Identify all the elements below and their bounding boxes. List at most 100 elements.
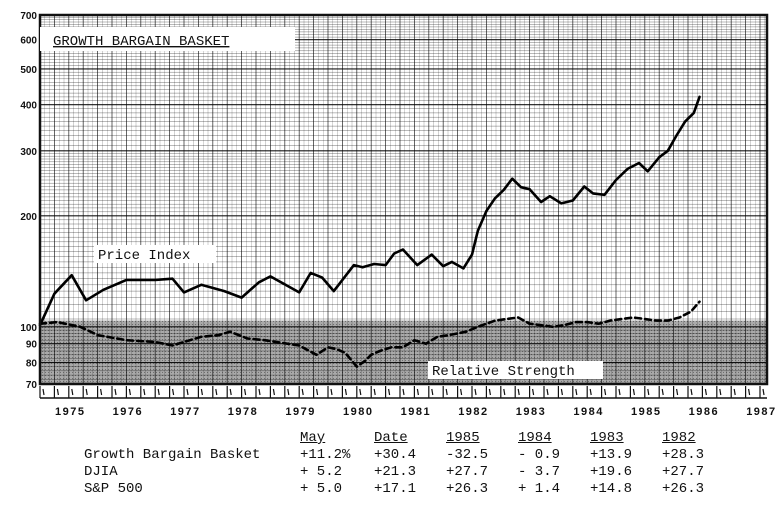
price-index-line (38, 95, 701, 327)
grid (39, 14, 767, 384)
x-tick-glyph (546, 388, 549, 396)
y-tick-label: 400 (20, 101, 37, 112)
x-tick-glyph (503, 388, 506, 396)
x-tick-glyph (445, 388, 448, 396)
table-cell: + 5.0 (300, 481, 343, 497)
header-blank (84, 430, 300, 447)
x-tick-glyph (172, 388, 175, 396)
col-header: 1985 (446, 430, 480, 446)
table-cell: - 0.9 (518, 447, 561, 463)
table-cell: +30.4 (374, 447, 417, 463)
x-tick-glyph (100, 388, 103, 396)
x-tick-label: 1987 (746, 406, 776, 418)
row-label: Growth Bargain Basket (84, 447, 261, 463)
x-tick-glyph (474, 388, 477, 396)
x-tick-glyph (762, 388, 765, 396)
x-tick-glyph (373, 388, 376, 396)
x-tick-glyph (157, 388, 160, 396)
x-tick-glyph (42, 388, 45, 396)
x-tick-glyph (647, 388, 650, 396)
y-tick-label: 600 (20, 36, 37, 47)
col-header: 1984 (518, 430, 552, 446)
x-tick-glyph (748, 388, 751, 396)
relative-strength-line (38, 300, 701, 369)
x-tick-glyph (287, 388, 290, 396)
x-tick-glyph (532, 388, 535, 396)
table-cell: +21.3 (374, 464, 417, 480)
x-tick-glyph (604, 388, 607, 396)
table-cell: +27.7 (446, 464, 489, 480)
x-tick-label: 1979 (285, 406, 315, 418)
x-tick-glyph (143, 388, 146, 396)
table-cell: + 5.2 (300, 464, 343, 480)
relative-strength-label: Relative Strength (428, 361, 603, 380)
x-tick-label: 1986 (689, 406, 719, 418)
x-tick-glyph (733, 388, 736, 396)
x-tick-glyph (719, 388, 722, 396)
x-tick-glyph (330, 388, 333, 396)
chart-title: GROWTH BARGAIN BASKET (40, 27, 295, 51)
y-tick-label: 300 (20, 147, 37, 158)
table-cell: +13.9 (590, 447, 633, 463)
x-tick-label: 1981 (401, 406, 431, 418)
table-cell: +19.6 (590, 464, 633, 480)
x-tick-glyph (244, 388, 247, 396)
x-tick-glyph (632, 388, 635, 396)
col-header: May (300, 430, 326, 446)
x-tick-glyph (676, 388, 679, 396)
table-row: S&P 500 + 5.0 +17.1 +26.3 + 1.4 +14.8 +2… (84, 481, 734, 498)
table-cell: +11.2% (300, 447, 351, 463)
table-cell: -32.5 (446, 447, 489, 463)
svg-text:Relative Strength: Relative Strength (432, 364, 575, 380)
x-tick-glyph (661, 388, 664, 396)
y-tick-label: 90 (26, 340, 38, 351)
table-cell: +26.3 (662, 481, 705, 497)
svg-text:GROWTH BARGAIN BASKET: GROWTH BARGAIN BASKET (53, 34, 229, 50)
svg-text:Price Index: Price Index (98, 248, 190, 264)
x-tick-glyph (589, 388, 592, 396)
table-cell: +26.3 (446, 481, 489, 497)
chart: 70 80 90 100 200 300 400 500 600 700 1975 1976 1977… (20, 11, 776, 418)
lower-shaded-band (40, 320, 767, 384)
y-axis: 70 80 90 100 200 300 400 500 600 700 (20, 11, 37, 391)
x-tick-glyph (128, 388, 131, 396)
x-tick-glyph (344, 388, 347, 396)
x-tick-glyph (258, 388, 261, 396)
table-row: Growth Bargain Basket +11.2% +30.4 -32.5… (84, 447, 734, 464)
y-tick-label: 70 (26, 380, 38, 391)
x-tick-glyph (704, 388, 707, 396)
row-label: DJIA (84, 464, 118, 480)
x-tick-glyph (56, 388, 59, 396)
plot-border (38, 13, 769, 386)
table-cell: +27.7 (662, 464, 705, 480)
y-tick-label: 80 (26, 359, 38, 370)
table-cell: + 1.4 (518, 481, 561, 497)
x-tick-glyph (431, 388, 434, 396)
x-tick-glyph (388, 388, 391, 396)
x-tick-glyph (690, 388, 693, 396)
x-tick-label: 1982 (458, 406, 488, 418)
y-tick-label: 100 (20, 323, 37, 334)
table-cell: +17.1 (374, 481, 417, 497)
performance-table: May Date 1985 1984 1983 1982 Growth Barg… (84, 430, 734, 498)
x-tick-glyph (85, 388, 88, 396)
x-tick-glyph (215, 388, 218, 396)
x-tick-glyph (71, 388, 74, 396)
x-tick-label: 1977 (170, 406, 200, 418)
y-tick-label: 500 (20, 65, 37, 76)
x-tick-label: 1985 (631, 406, 661, 418)
x-tick-label: 1980 (343, 406, 373, 418)
x-axis: 1975 1976 1977 1978 1979 1980 1981 1982 1983 1984… (39, 386, 776, 418)
x-tick-glyph (517, 388, 520, 396)
x-tick-glyph (200, 388, 203, 396)
x-tick-glyph (316, 388, 319, 396)
y-tick-label: 700 (20, 11, 37, 22)
col-header: Date (374, 430, 408, 446)
col-header: 1983 (590, 430, 624, 446)
y-tick-label: 200 (20, 212, 37, 223)
x-tick-glyph (301, 388, 304, 396)
x-tick-glyph (114, 388, 117, 396)
x-tick-label: 1984 (573, 406, 603, 418)
x-tick-glyph (186, 388, 189, 396)
x-tick-glyph (402, 388, 405, 396)
